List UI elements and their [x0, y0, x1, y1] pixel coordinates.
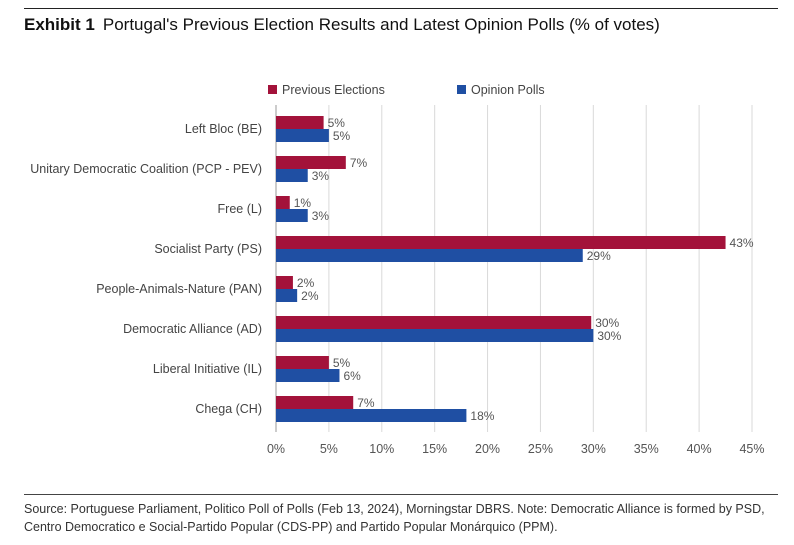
data-label: 6% — [343, 369, 361, 383]
data-label: 29% — [587, 249, 611, 263]
x-tick-label: 25% — [528, 442, 553, 456]
category-label: Democratic Alliance (AD) — [123, 322, 262, 336]
data-label: 43% — [730, 236, 754, 250]
data-label: 5% — [333, 129, 351, 143]
category-label: People-Animals-Nature (PAN) — [96, 282, 262, 296]
bar — [276, 356, 329, 369]
bar — [276, 316, 592, 329]
legend-swatch — [268, 85, 277, 94]
data-label: 5% — [333, 356, 351, 370]
x-tick-label: 20% — [475, 442, 500, 456]
bar — [276, 409, 467, 422]
x-tick-label: 5% — [320, 442, 338, 456]
data-label: 3% — [312, 209, 330, 223]
data-label: 7% — [357, 396, 375, 410]
bar — [276, 116, 324, 129]
data-label: 1% — [294, 196, 312, 210]
bar — [276, 329, 594, 342]
data-label: 2% — [297, 276, 315, 290]
chart-title: Portugal's Previous Election Results and… — [102, 15, 660, 34]
exhibit-label: Exhibit 1 — [24, 15, 95, 34]
bar-chart: 0% 5% 10% 15% 20% 25% 30% 35% 40% 45% Previous Ele… — [30, 83, 764, 456]
bar — [276, 156, 346, 169]
bar — [276, 276, 293, 289]
category-label: Left Bloc (BE) — [185, 122, 262, 136]
legend-label: Previous Elections — [282, 83, 385, 97]
bar — [276, 169, 308, 182]
x-tick-label: 40% — [687, 442, 712, 456]
footer-rule — [24, 494, 778, 495]
category-label: Liberal Initiative (IL) — [153, 362, 262, 376]
x-tick-label: 35% — [634, 442, 659, 456]
category-label: Chega (CH) — [195, 402, 262, 416]
x-tick-label: 30% — [581, 442, 606, 456]
bar — [276, 129, 329, 142]
category-label: Free (L) — [218, 202, 262, 216]
data-label: 30% — [595, 316, 619, 330]
x-tick-label: 15% — [422, 442, 447, 456]
bar — [276, 369, 340, 382]
data-label: 3% — [312, 169, 330, 183]
data-label: 7% — [350, 156, 368, 170]
exhibit-title: Exhibit 1 Portugal's Previous Election Re… — [24, 13, 660, 37]
x-tick-label: 10% — [369, 442, 394, 456]
bar — [276, 249, 583, 262]
category-label: Socialist Party (PS) — [154, 242, 262, 256]
bar — [276, 396, 354, 409]
bar — [276, 236, 726, 249]
top-rule — [24, 8, 778, 9]
data-label: 5% — [328, 116, 346, 130]
legend-swatch — [457, 85, 466, 94]
data-label: 2% — [301, 289, 319, 303]
data-label: 18% — [470, 409, 494, 423]
x-tick-label: 0% — [267, 442, 285, 456]
data-label: 30% — [597, 329, 621, 343]
source-note: Source: Portuguese Parliament, Politico … — [24, 502, 765, 534]
category-label: Unitary Democratic Coalition (PCP - PEV) — [30, 162, 262, 176]
bar — [276, 289, 298, 302]
bar — [276, 196, 290, 209]
bar — [276, 209, 308, 222]
legend-label: Opinion Polls — [471, 83, 545, 97]
x-tick-label: 45% — [739, 442, 764, 456]
